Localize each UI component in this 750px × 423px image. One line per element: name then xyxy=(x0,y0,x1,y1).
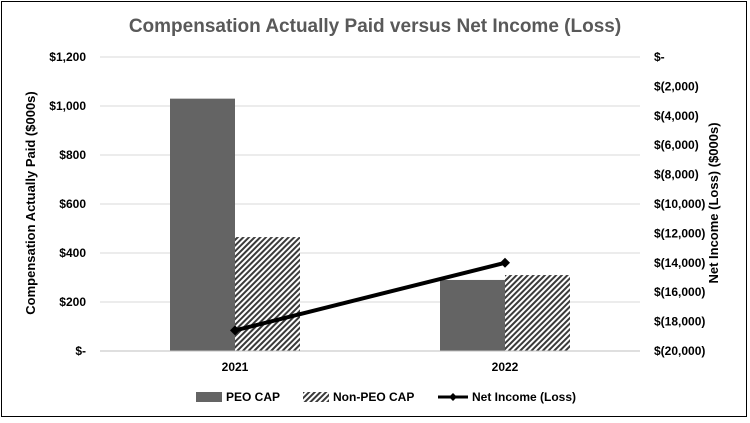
left-tick-label: $600 xyxy=(59,197,86,211)
left-tick-label: $- xyxy=(75,344,86,358)
left-tick-label: $200 xyxy=(59,295,86,309)
net-income-point xyxy=(500,257,510,268)
peo-cap-bar xyxy=(440,279,505,351)
left-tick-label: $1,200 xyxy=(49,50,86,64)
chart-title: Compensation Actually Paid versus Net In… xyxy=(129,16,621,37)
legend-label: PEO CAP xyxy=(226,390,280,404)
left-tick-label: $400 xyxy=(59,246,86,260)
legend-label: Net Income (Loss) xyxy=(472,390,576,404)
left-tick-label: $1,000 xyxy=(49,99,86,113)
right-tick-label: $(18,000) xyxy=(654,315,705,329)
legend-peo-cap-swatch xyxy=(196,392,222,402)
legend: PEO CAP Non-PEO CAP Net Income (Loss) xyxy=(196,390,576,404)
chart: Compensation Actually Paid versus Net In… xyxy=(23,16,721,404)
net-income-point xyxy=(230,325,240,336)
right-tick-label: $(16,000) xyxy=(654,285,705,299)
left-tick-label: $800 xyxy=(59,148,86,162)
non-peo-cap-bar xyxy=(505,275,570,351)
x-tick-label: 2022 xyxy=(492,360,519,374)
x-tick-label: 2021 xyxy=(222,360,249,374)
legend-net-income-marker xyxy=(449,393,457,401)
right-tick-label: $- xyxy=(654,50,665,64)
right-tick-label: $(4,000) xyxy=(654,109,699,123)
legend-label: Non-PEO CAP xyxy=(333,390,414,404)
chart-frame: Compensation Actually Paid versus Net In… xyxy=(1,1,747,417)
axes: $- $200 $400 $600 $800 $1,000 $1,200 $(20,000) $… xyxy=(49,50,705,374)
right-tick-label: $(10,000) xyxy=(654,197,705,211)
bars xyxy=(170,98,570,352)
non-peo-cap-bar xyxy=(235,237,300,351)
right-tick-label: $(20,000) xyxy=(654,344,705,358)
right-tick-label: $(2,000) xyxy=(654,79,699,93)
net-income-line-layer xyxy=(230,257,510,336)
right-tick-label: $(12,000) xyxy=(654,226,705,240)
left-axis-title: Compensation Actually Paid ($000s) xyxy=(23,91,38,314)
right-tick-label: $(14,000) xyxy=(654,256,705,270)
right-axis-title: Net Income (Loss) ($000s) xyxy=(706,122,721,283)
peo-cap-bar xyxy=(170,98,235,352)
legend-non-peo-cap-swatch xyxy=(303,392,329,402)
right-tick-label: $(8,000) xyxy=(654,168,699,182)
net-income-line xyxy=(234,260,506,333)
right-tick-label: $(6,000) xyxy=(654,138,699,152)
